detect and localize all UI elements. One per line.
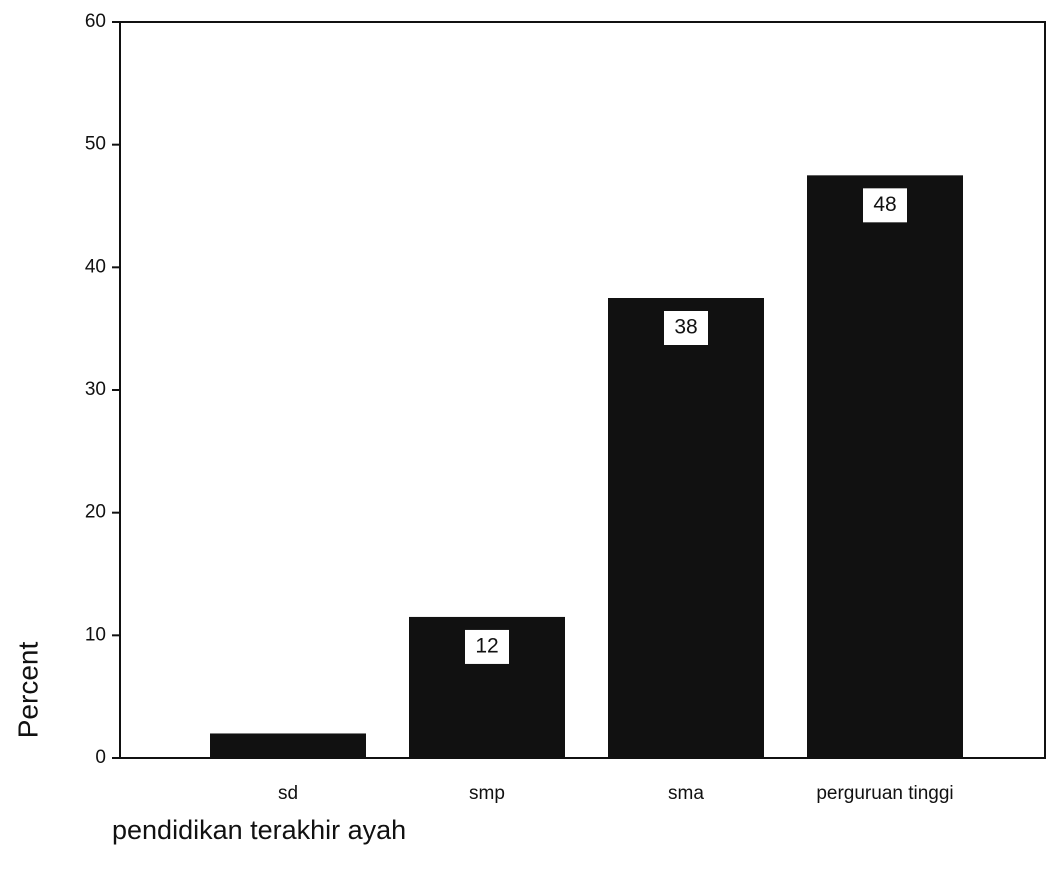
y-tick-label: 40 [85, 256, 106, 277]
bar [210, 733, 366, 758]
value-label: 12 [475, 634, 498, 657]
y-tick-label: 50 [85, 134, 106, 155]
value-label: 48 [873, 193, 896, 216]
y-tick-label: 20 [85, 502, 106, 523]
x-tick-label: sd [278, 783, 298, 804]
value-label: 38 [674, 316, 697, 339]
y-tick-label: 0 [95, 747, 106, 768]
bar [608, 298, 764, 758]
bar [807, 175, 963, 758]
x-tick-label: sma [668, 783, 704, 804]
y-tick-label: 60 [85, 11, 106, 32]
x-tick-label: perguruan tinggi [816, 783, 953, 804]
x-axis-title: pendidikan terakhir ayah [112, 815, 406, 845]
x-tick-label: smp [469, 783, 505, 804]
y-tick-label: 30 [85, 379, 106, 400]
y-tick-label: 10 [85, 624, 106, 645]
chart: Percent pendidikan terakhir ayah 0 10 20 30… [0, 0, 1051, 888]
y-axis-title: Percent [12, 642, 43, 739]
